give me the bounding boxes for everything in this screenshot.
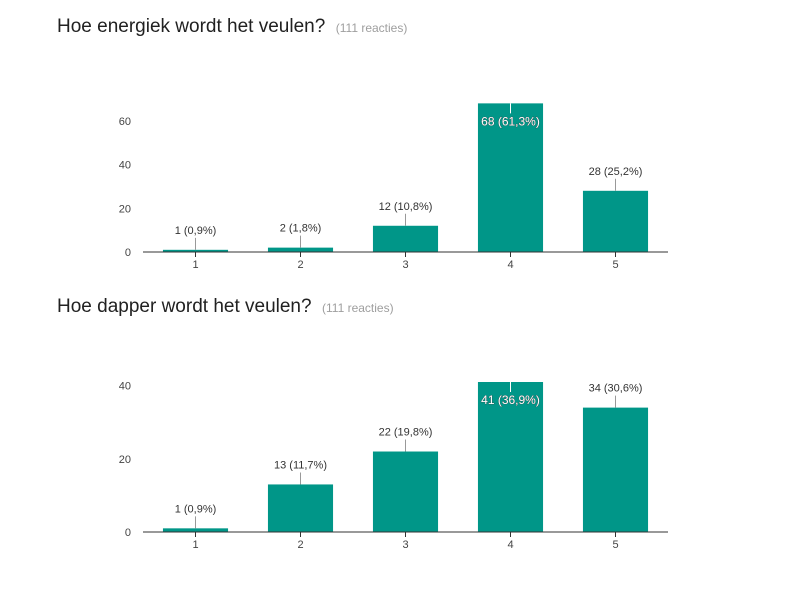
bar bbox=[267, 484, 334, 532]
bar bbox=[582, 407, 649, 532]
data-label: 12 (10,8%) bbox=[379, 201, 433, 213]
y-tick-label: 60 bbox=[119, 116, 131, 128]
bar bbox=[372, 225, 439, 252]
chart-subtitle: (111 reacties) bbox=[322, 301, 394, 315]
bar bbox=[582, 190, 649, 252]
data-label: 13 (11,7%) bbox=[274, 459, 327, 471]
data-label: 28 (25,2%) bbox=[589, 166, 643, 178]
bar bbox=[162, 249, 229, 252]
data-label: 1 (0,9%) bbox=[175, 225, 217, 237]
x-tick-label: 2 bbox=[297, 539, 303, 551]
bar bbox=[162, 528, 229, 532]
bar bbox=[477, 382, 544, 532]
y-tick-label: 0 bbox=[125, 247, 131, 259]
data-label: 22 (19,8%) bbox=[379, 427, 433, 439]
x-tick-label: 1 bbox=[192, 259, 198, 271]
x-tick-label: 3 bbox=[402, 259, 408, 271]
x-tick-label: 5 bbox=[612, 539, 618, 551]
x-tick-label: 3 bbox=[402, 539, 408, 551]
x-tick-label: 5 bbox=[612, 259, 618, 271]
y-tick-label: 40 bbox=[119, 381, 131, 393]
x-tick-label: 1 bbox=[192, 539, 198, 551]
chart-title: Hoe dapper wordt het veulen? bbox=[57, 296, 312, 317]
x-tick-label: 2 bbox=[297, 259, 303, 271]
y-tick-label: 20 bbox=[119, 203, 131, 215]
bar-chart-dapper: 0 20 40 1 (0,9%) 1 13 (11,7%) 2 22 (19,8%) 3 41 (… bbox=[119, 381, 668, 551]
chart-dapper: Hoe dapper wordt het veulen? (111 reacti… bbox=[0, 280, 800, 580]
y-tick-label: 20 bbox=[119, 454, 131, 466]
data-label: 2 (1,8%) bbox=[280, 223, 322, 235]
data-label: 41 (36,9%) bbox=[481, 393, 540, 407]
chart-energiek: Hoe energiek wordt het veulen? (111 reac… bbox=[0, 0, 800, 280]
bar bbox=[477, 103, 544, 252]
chart-header: Hoe energiek wordt het veulen? (111 reac… bbox=[57, 16, 407, 38]
chart-subtitle: (111 reacties) bbox=[335, 21, 408, 35]
bar-chart-energiek: 0 20 40 60 1 (0,9%) 1 2 (1,8%) 2 12 (10,8%) 3 68 (… bbox=[119, 103, 668, 271]
chart-header: Hoe dapper wordt het veulen? (111 reacti… bbox=[57, 296, 394, 318]
x-tick-label: 4 bbox=[507, 259, 513, 271]
chart-title: Hoe energiek wordt het veulen? bbox=[57, 16, 326, 37]
data-label: 68 (61,3%) bbox=[481, 114, 540, 128]
data-label: 1 (0,9%) bbox=[175, 503, 217, 515]
x-tick-label: 4 bbox=[507, 539, 513, 551]
y-tick-label: 0 bbox=[125, 527, 131, 539]
bar bbox=[372, 451, 439, 532]
bar bbox=[267, 247, 334, 252]
y-tick-label: 40 bbox=[119, 160, 131, 172]
data-label: 34 (30,6%) bbox=[589, 383, 643, 395]
